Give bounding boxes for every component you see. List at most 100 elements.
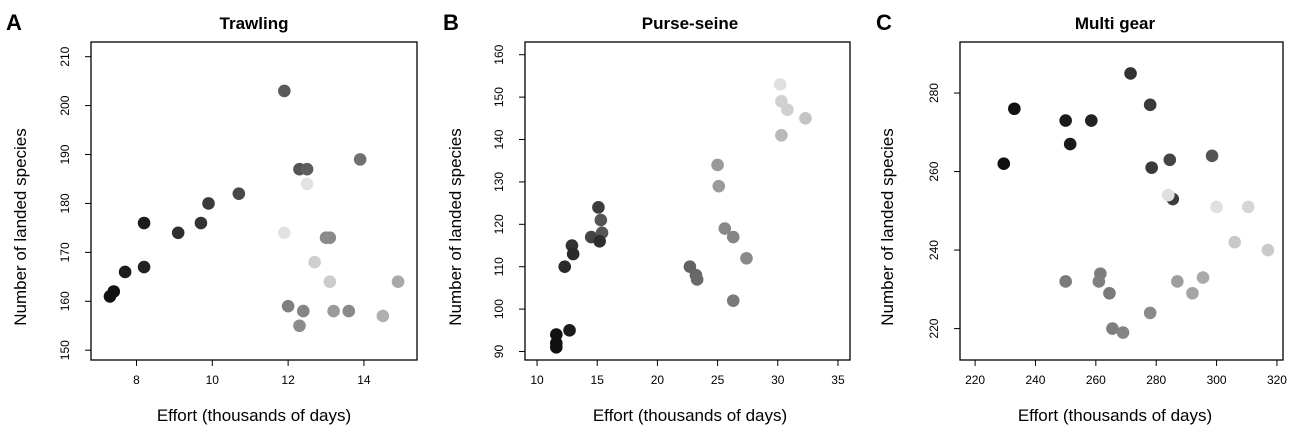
x-axis-label: Effort (thousands of days) — [593, 406, 787, 425]
data-point — [1205, 149, 1219, 163]
data-point — [171, 226, 185, 240]
data-point — [1171, 275, 1184, 288]
panel-title: Trawling — [220, 14, 289, 33]
data-point — [278, 226, 291, 240]
x-tick-label: 8 — [133, 373, 140, 387]
data-point — [1241, 200, 1255, 214]
data-point — [342, 304, 356, 318]
y-tick-label: 90 — [492, 345, 506, 359]
data-point — [718, 222, 732, 235]
data-point — [1163, 153, 1177, 167]
data-point — [549, 340, 563, 354]
x-tick-label: 240 — [1025, 373, 1045, 387]
data-point — [194, 216, 208, 230]
data-point — [323, 231, 337, 244]
y-tick-label: 190 — [58, 144, 72, 164]
data-point — [1143, 306, 1157, 320]
data-point — [327, 304, 340, 318]
data-point — [1186, 286, 1199, 300]
x-tick-label: 14 — [357, 373, 371, 387]
y-tick-label: 130 — [492, 172, 506, 192]
panel-letter: C — [876, 10, 892, 35]
x-tick-label: 10 — [530, 373, 544, 387]
data-point — [118, 265, 132, 279]
data-point — [1085, 114, 1098, 127]
y-tick-label: 110 — [492, 257, 506, 276]
data-point — [300, 177, 314, 191]
plot-frame — [959, 41, 1284, 361]
data-point — [232, 187, 246, 200]
y-axis-label: Number of landed species — [446, 128, 465, 326]
y-tick-label: 180 — [58, 193, 72, 213]
panel-title: Purse-seine — [642, 14, 738, 33]
y-tick-label: 240 — [927, 240, 941, 260]
y-tick-label: 160 — [58, 291, 72, 311]
data-point — [799, 112, 812, 125]
y-tick-label: 200 — [58, 95, 72, 115]
data-point — [592, 201, 605, 214]
x-tick-label: 12 — [281, 373, 295, 387]
x-tick-label: 220 — [965, 373, 985, 387]
x-axis-label: Effort (thousands of days) — [1018, 406, 1212, 425]
data-point — [281, 299, 295, 313]
x-tick-label: 30 — [771, 373, 785, 387]
data-point — [1145, 161, 1158, 174]
data-point — [391, 275, 405, 289]
x-tick-label: 20 — [651, 373, 665, 387]
data-point — [1261, 243, 1275, 257]
data-point — [594, 213, 608, 227]
x-tick-label: 260 — [1086, 373, 1106, 387]
data-point — [1092, 275, 1106, 288]
data-point — [353, 153, 367, 166]
data-point — [1106, 322, 1119, 335]
data-point — [1124, 67, 1137, 80]
data-point — [1103, 286, 1116, 300]
data-point — [1059, 114, 1072, 127]
data-point — [137, 216, 151, 230]
x-tick-label: 15 — [591, 373, 605, 387]
panel-letter: B — [443, 10, 459, 35]
data-point — [202, 197, 215, 210]
x-tick-label: 25 — [711, 373, 725, 387]
x-tick-label: 35 — [831, 373, 845, 387]
y-tick-label: 120 — [492, 214, 506, 234]
panel-purse-seine: B Purse-seine Number of landed species E… — [443, 10, 851, 425]
data-point — [323, 275, 337, 289]
data-point — [278, 84, 291, 98]
y-tick-label: 220 — [927, 318, 941, 338]
panel-trawling: A Trawling Number of landed species Effo… — [6, 10, 418, 425]
data-point — [1210, 200, 1223, 214]
data-point — [308, 255, 321, 269]
data-point — [773, 78, 787, 91]
y-axis-label: Number of landed species — [878, 128, 897, 326]
data-point — [1161, 188, 1175, 202]
panel-title: Multi gear — [1075, 14, 1156, 33]
y-tick-label: 150 — [492, 87, 506, 107]
y-axis-label: Number of landed species — [11, 128, 30, 326]
y-tick-label: 260 — [927, 161, 941, 181]
y-tick-label: 210 — [58, 46, 72, 66]
y-tick-label: 150 — [58, 340, 72, 360]
x-axis-label: Effort (thousands of days) — [157, 406, 351, 425]
x-tick-label: 280 — [1146, 373, 1166, 387]
data-point — [711, 158, 724, 172]
data-point — [1143, 98, 1157, 112]
panel-multi-gear: C Multi gear Number of landed species Ef… — [876, 10, 1287, 425]
y-tick-label: 160 — [492, 44, 506, 64]
data-point — [1228, 235, 1242, 249]
data-point — [1196, 271, 1210, 284]
x-tick-label: 320 — [1267, 373, 1287, 387]
plot-frame — [90, 41, 418, 361]
panel-letter: A — [6, 10, 22, 35]
y-tick-label: 170 — [58, 242, 72, 262]
data-point — [997, 157, 1011, 171]
data-point — [1008, 102, 1021, 116]
data-point — [775, 128, 788, 142]
y-tick-label: 100 — [492, 299, 506, 319]
x-tick-label: 300 — [1207, 373, 1227, 387]
plot-frame — [524, 41, 851, 361]
data-point — [563, 324, 576, 337]
data-point — [558, 260, 572, 274]
data-point — [726, 294, 740, 307]
